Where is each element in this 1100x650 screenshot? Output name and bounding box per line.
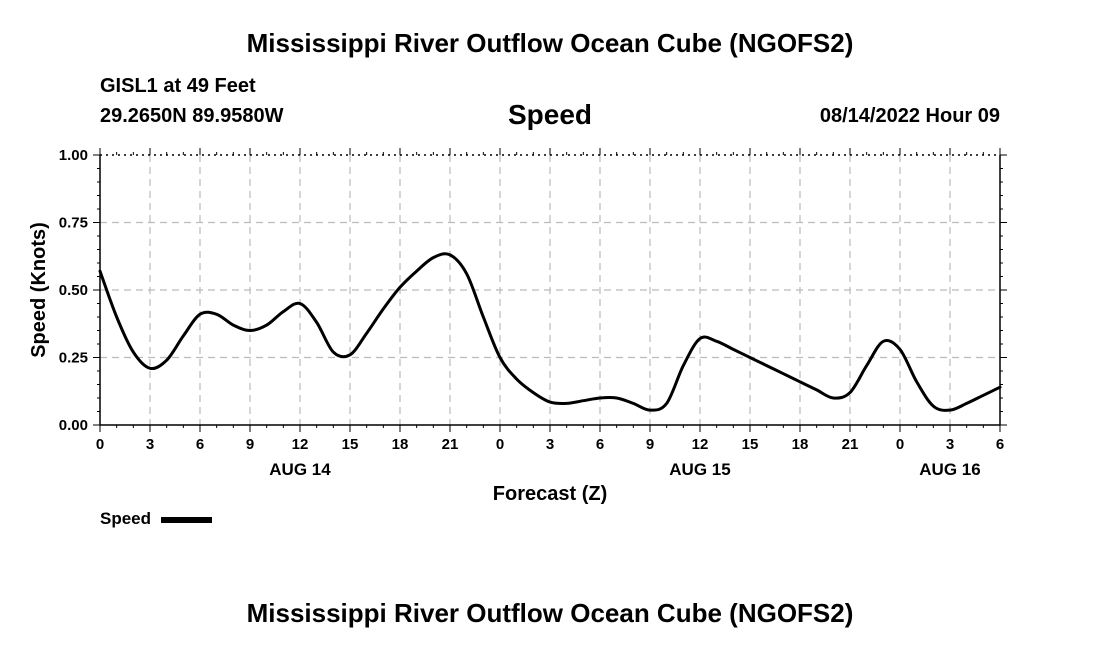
y-tick-label: 0.50	[59, 282, 88, 299]
date-label: AUG 14	[269, 460, 331, 479]
grid	[100, 155, 1000, 425]
x-tick-label: 12	[692, 436, 709, 453]
station-label: GISL1 at 49 Feet	[100, 75, 256, 97]
x-tick-label: 18	[792, 436, 809, 453]
x-axis-title: Forecast (Z)	[493, 483, 607, 505]
x-tick-label: 18	[392, 436, 409, 453]
date-label: AUG 16	[919, 460, 980, 479]
x-tick-label: 21	[442, 436, 459, 453]
legend-label: Speed	[100, 509, 152, 528]
datetime-label: 08/14/2022 Hour 09	[819, 105, 1000, 127]
x-tick-label: 0	[96, 436, 104, 453]
legend-swatch	[161, 517, 212, 523]
axes	[93, 148, 1007, 432]
x-tick-label: 6	[596, 436, 604, 453]
x-tick-label: 15	[342, 436, 359, 453]
x-tick-label: 9	[646, 436, 654, 453]
x-tick-label: 9	[246, 436, 254, 453]
x-tick-label: 6	[196, 436, 204, 453]
x-tick-label: 21	[842, 436, 859, 453]
y-tick-label: 0.75	[59, 215, 88, 232]
tick-labels: 0 3 6 9 12 15 18 21 0 3 6 9 12 15 18 21 0 3 6 0.00 0.25 0.50 0…	[59, 147, 1004, 479]
x-tick-label: 3	[146, 436, 154, 453]
x-tick-label: 12	[292, 436, 309, 453]
y-tick-label: 0.25	[59, 350, 88, 367]
date-label: AUG 15	[669, 460, 730, 479]
y-axis-title: Speed (Knots)	[28, 222, 50, 358]
x-tick-label: 3	[546, 436, 554, 453]
series	[98, 252, 1002, 412]
y-tick-label: 0.00	[59, 417, 88, 434]
x-tick-label: 6	[996, 436, 1004, 453]
x-tick-label: 3	[946, 436, 954, 453]
x-tick-label: 15	[742, 436, 759, 453]
coordinates-label: 29.2650N 89.9580W	[100, 105, 284, 127]
x-tick-label: 0	[896, 436, 904, 453]
chart-title: Speed	[507, 99, 593, 130]
x-tick-label: 0	[496, 436, 504, 453]
footer-title: Mississippi River Outflow Ocean Cube (NG…	[246, 598, 854, 628]
page-title: Mississippi River Outflow Ocean Cube (NG…	[246, 28, 854, 58]
y-tick-label: 1.00	[59, 147, 88, 164]
speed-series-line	[98, 252, 1002, 412]
